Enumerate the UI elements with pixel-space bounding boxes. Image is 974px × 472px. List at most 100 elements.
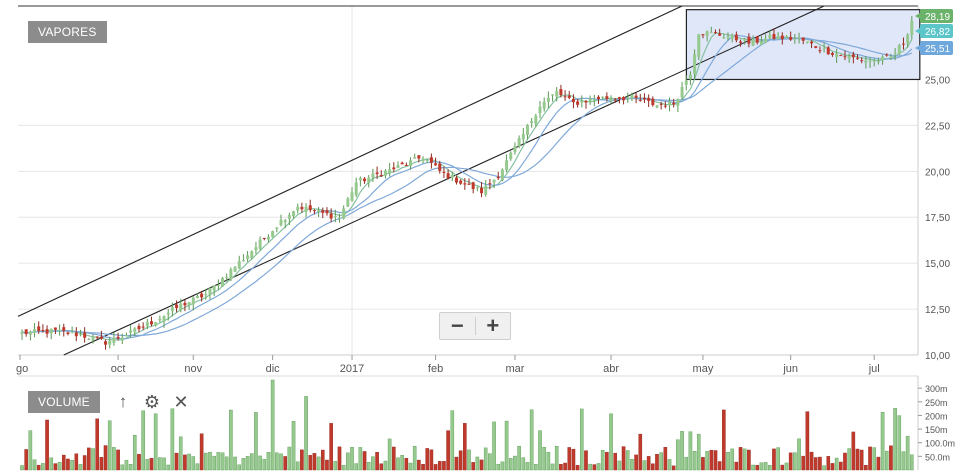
- volume-bar: [270, 379, 275, 471]
- volume-bar: [822, 465, 826, 471]
- volume-bar: [534, 464, 538, 471]
- price-label: 25,51: [915, 41, 953, 55]
- volume-bar: [496, 463, 501, 471]
- candle-body: [818, 50, 822, 52]
- candle-body: [910, 20, 914, 36]
- candle-body: [392, 167, 396, 170]
- candle-body: [847, 56, 851, 59]
- volume-bar: [655, 454, 659, 471]
- candle-body: [872, 60, 876, 62]
- volume-bar: [329, 423, 333, 471]
- candle-body: [893, 53, 897, 55]
- volume-bar: [508, 458, 513, 471]
- volume-bar: [132, 435, 137, 471]
- candle-body: [772, 34, 776, 39]
- candle-body: [630, 94, 634, 99]
- candle-body: [638, 99, 642, 101]
- volume-bar: [726, 451, 730, 471]
- candle-body: [693, 54, 697, 74]
- volume-bar: [542, 447, 546, 471]
- price-label: 28,19: [915, 9, 953, 23]
- volume-bar: [433, 464, 438, 471]
- candle-body: [212, 285, 216, 291]
- candle-body: [810, 41, 814, 44]
- candle-body: [124, 335, 128, 337]
- volume-bar: [809, 451, 814, 471]
- volume-bar: [488, 453, 492, 471]
- volume-bar: [304, 396, 308, 471]
- volume-bar: [170, 408, 175, 471]
- candle-body: [28, 331, 32, 335]
- volume-bar: [204, 452, 208, 471]
- candle-body: [814, 46, 818, 48]
- volume-bar: [287, 446, 292, 471]
- volume-bar: [32, 459, 37, 471]
- volume-bar: [843, 452, 847, 471]
- candle-body: [53, 327, 57, 330]
- y-tick-label: 12,50: [925, 305, 950, 316]
- candle-body: [454, 177, 458, 183]
- candle-body: [325, 210, 329, 214]
- volume-bar: [387, 438, 392, 471]
- volume-bar: [45, 419, 49, 471]
- volume-bar: [91, 448, 95, 471]
- volume-bar: [621, 446, 626, 471]
- candle-body: [726, 36, 730, 38]
- candle-body: [141, 326, 145, 328]
- volume-bar: [237, 464, 242, 471]
- zoom-out-button[interactable]: −: [440, 313, 475, 339]
- candle-body: [835, 53, 839, 58]
- volume-bar: [191, 456, 196, 471]
- volume-bar: [579, 408, 584, 471]
- volume-bar: [517, 446, 521, 471]
- volume-bar: [467, 449, 471, 471]
- candle-body: [37, 326, 41, 331]
- candle-body: [24, 329, 28, 334]
- candle-body: [588, 98, 592, 102]
- volume-bar: [400, 455, 404, 471]
- volume-bar: [500, 461, 505, 471]
- channel-upper-line: [17, 5, 683, 317]
- volume-bar: [546, 451, 551, 471]
- price-label-bg: [920, 24, 953, 38]
- candle-body: [471, 182, 475, 190]
- close-icon[interactable]: ✕: [173, 391, 189, 412]
- zoom-in-button[interactable]: +: [476, 313, 511, 339]
- volume-bar: [634, 454, 638, 471]
- volume-bar: [463, 423, 467, 471]
- candle-body: [780, 35, 784, 40]
- volume-bar: [676, 439, 680, 471]
- candle-body: [342, 208, 346, 219]
- moving-average-line: [21, 32, 913, 341]
- candle-body: [480, 187, 484, 194]
- zoom-control: − +: [439, 312, 511, 340]
- volume-bar: [383, 460, 388, 471]
- candle-body: [350, 192, 354, 201]
- candle-body: [571, 98, 575, 103]
- volume-bar: [905, 435, 910, 471]
- candle-body: [229, 269, 233, 280]
- volume-bar: [759, 462, 764, 471]
- candle-body: [580, 101, 584, 103]
- gear-icon[interactable]: ⚙: [143, 391, 161, 412]
- candle-body: [241, 260, 245, 262]
- volume-bar: [325, 459, 329, 471]
- x-tick-label: 2017: [340, 363, 364, 375]
- volume-bar: [617, 460, 622, 471]
- arrow-up-icon[interactable]: ↑: [118, 392, 128, 411]
- candle-body: [551, 94, 555, 96]
- volume-bar: [747, 449, 751, 471]
- moving-average-line: [21, 34, 913, 340]
- volume-bar: [396, 457, 400, 471]
- volume-bar: [49, 457, 54, 471]
- volume-bar: [696, 433, 701, 471]
- volume-bar: [224, 456, 229, 471]
- candle-body: [830, 53, 834, 55]
- volume-bar: [87, 447, 91, 471]
- candle-body: [283, 220, 287, 223]
- candle-body: [346, 198, 350, 207]
- volume-bar: [454, 456, 459, 471]
- candle-body: [784, 36, 788, 38]
- volume-bar: [872, 447, 877, 471]
- candle-body: [262, 237, 266, 239]
